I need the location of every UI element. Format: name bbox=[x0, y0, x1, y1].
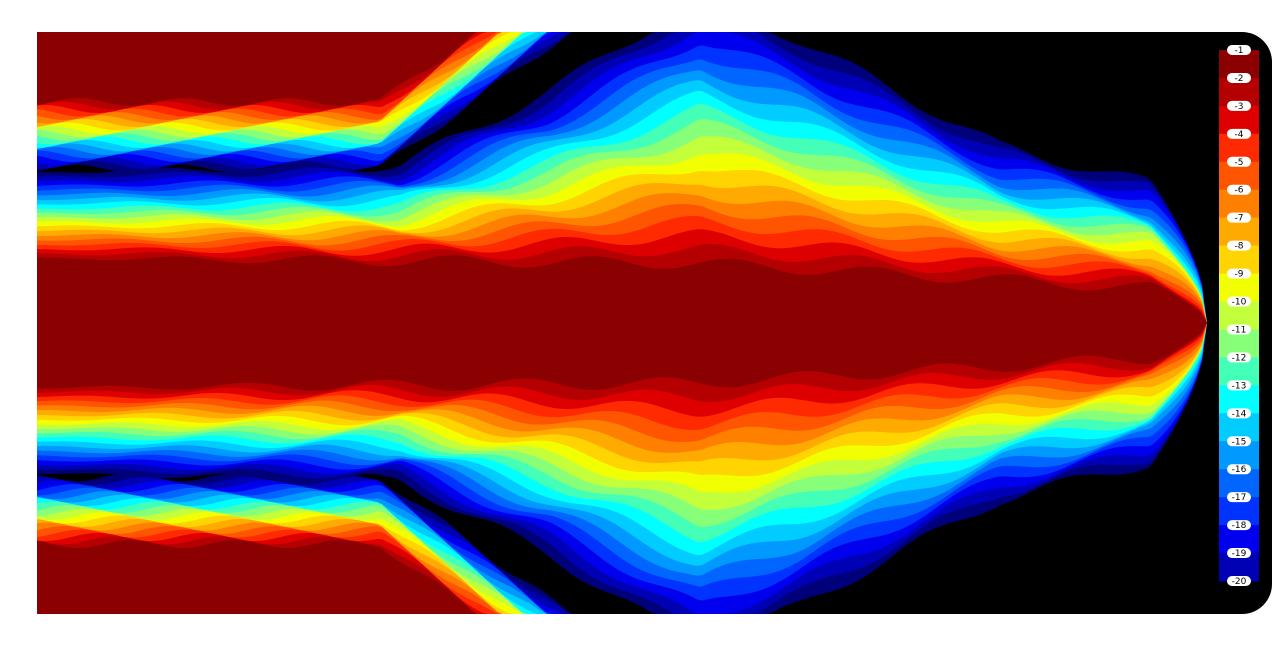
contour-field bbox=[37, 32, 1207, 614]
colorbar-label-box bbox=[1227, 324, 1251, 335]
colorbar-label-box bbox=[1227, 184, 1251, 195]
colorbar-label-box bbox=[1227, 156, 1251, 167]
colorbar-label: -8 bbox=[1235, 242, 1244, 252]
colorbar-label: -7 bbox=[1235, 214, 1244, 224]
colorbar-label: -17 bbox=[1232, 493, 1247, 503]
colorbar-label-box bbox=[1227, 240, 1251, 251]
colorbar-label: -5 bbox=[1235, 158, 1244, 168]
colorbar-label: -18 bbox=[1232, 521, 1247, 531]
colorbar-label-box bbox=[1227, 520, 1251, 531]
colorbar-label: -19 bbox=[1232, 549, 1247, 559]
colorbar-label: -9 bbox=[1235, 270, 1244, 280]
colorbar-label-box bbox=[1227, 408, 1251, 419]
colorbar-label: -15 bbox=[1232, 437, 1247, 447]
colorbar-label-box bbox=[1227, 128, 1251, 139]
colorbar-label-box bbox=[1227, 352, 1251, 363]
colorbar-label-box bbox=[1227, 548, 1251, 559]
colorbar-label-box bbox=[1227, 380, 1251, 391]
colorbar-label: -20 bbox=[1232, 577, 1247, 587]
colorbar-label: -1 bbox=[1235, 46, 1244, 56]
colorbar-label-box bbox=[1227, 100, 1251, 111]
colorbar-label: -13 bbox=[1232, 381, 1247, 391]
contour-band bbox=[37, 255, 1207, 391]
colorbar-label: -12 bbox=[1232, 353, 1247, 363]
colorbar-label: -10 bbox=[1232, 298, 1247, 308]
colorbar-label: -14 bbox=[1232, 409, 1247, 419]
colorbar-label-box bbox=[1227, 45, 1251, 55]
colorbar-label: -3 bbox=[1235, 102, 1244, 112]
colorbar-label-box bbox=[1227, 464, 1251, 475]
contour-band bbox=[37, 32, 620, 106]
colorbar-label: -4 bbox=[1235, 130, 1244, 140]
colorbar-label: -6 bbox=[1235, 186, 1244, 196]
colorbar-label-box bbox=[1227, 296, 1251, 307]
colorbar: -1 -2 -3 -4 -5 -6 -7 -8 -9 -10 -11 -12 -13 -14 -15 -16 -… bbox=[1219, 45, 1259, 587]
colorbar-label: -16 bbox=[1232, 465, 1247, 475]
colorbar-label: -2 bbox=[1235, 74, 1244, 84]
contour-band bbox=[37, 540, 620, 614]
colorbar-label-box bbox=[1227, 492, 1251, 503]
colorbar-label-box bbox=[1227, 268, 1251, 279]
colorbar-label-box bbox=[1227, 576, 1251, 586]
colorbar-label-box bbox=[1227, 72, 1251, 83]
colorbar-label: -11 bbox=[1232, 325, 1247, 335]
colorbar-label-box bbox=[1227, 212, 1251, 223]
colorbar-label-box bbox=[1227, 436, 1251, 447]
